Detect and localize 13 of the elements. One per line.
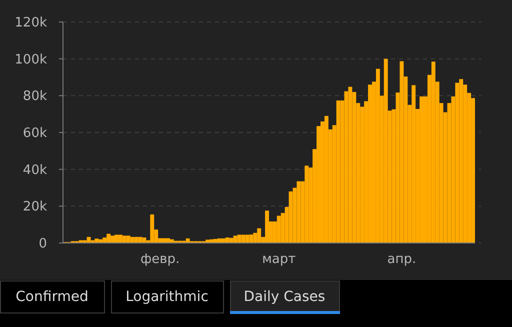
x-tick-label: февр. [140, 252, 180, 267]
y-tick-label: 0 [38, 236, 47, 252]
y-tick-label: 80k [22, 89, 48, 104]
y-tick-label: 100k [14, 52, 48, 68]
y-tick-label: 20k [22, 200, 48, 215]
tab-button: Logarithmic [111, 280, 224, 314]
y-tick-label: 40k [22, 162, 48, 178]
x-tick-label: апр. [387, 252, 416, 267]
tab-button: Confirmed [0, 280, 105, 314]
y-tick-label: 60k [22, 126, 48, 142]
y-tick-label: 120k [14, 16, 48, 31]
tab-button: Daily Cases [230, 280, 340, 314]
x-tick-label: март [262, 252, 296, 267]
